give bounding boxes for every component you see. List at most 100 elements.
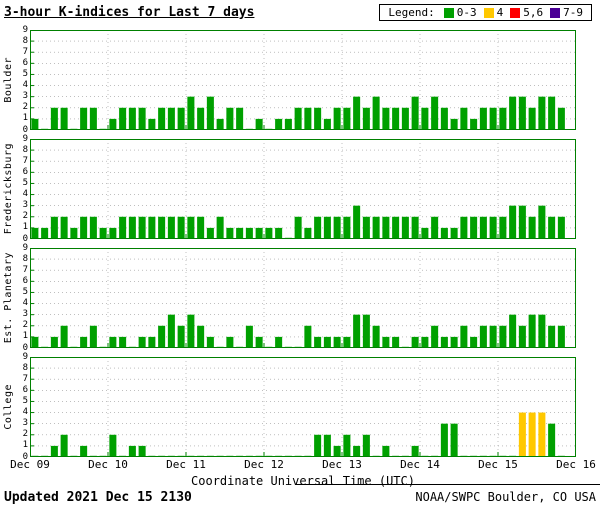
k-bar <box>323 216 331 239</box>
k-bar <box>518 412 526 457</box>
y-tick-label: 1 <box>22 440 28 451</box>
k-bar <box>314 336 322 348</box>
k-bar <box>236 227 244 239</box>
k-bar <box>470 216 478 239</box>
k-bar <box>158 216 166 239</box>
station-label: Est. Planetary <box>2 252 14 344</box>
k-bar <box>343 336 351 348</box>
y-tick-label: 9 <box>22 24 28 35</box>
k-bar <box>119 336 127 348</box>
y-tick-label: 6 <box>22 275 28 286</box>
plot-frame <box>30 30 576 130</box>
y-tick-label: 6 <box>22 384 28 395</box>
k-bar <box>548 96 556 130</box>
k-bar <box>382 216 390 239</box>
k-bar <box>372 325 380 348</box>
y-tick-label: 5 <box>22 286 28 297</box>
legend-item: 7-9 <box>550 7 583 18</box>
k-bar <box>460 325 468 348</box>
y-tick-label: 5 <box>22 68 28 79</box>
k-bar <box>167 107 175 130</box>
k-bar <box>411 445 419 457</box>
x-tick-label: Dec 13 <box>322 458 362 471</box>
k-bar <box>479 325 487 348</box>
k-bar <box>275 118 283 130</box>
k-bar <box>50 216 58 239</box>
k-bar <box>109 118 117 130</box>
k-bar <box>138 107 146 130</box>
legend-swatch <box>483 7 494 18</box>
k-bar <box>314 107 322 130</box>
k-bar <box>60 216 68 239</box>
k-bar <box>548 216 556 239</box>
k-bar <box>470 336 478 348</box>
y-tick-label: 8 <box>22 35 28 46</box>
x-tick-label: Dec 10 <box>88 458 128 471</box>
k-bar <box>255 227 263 239</box>
k-bar <box>499 216 507 239</box>
k-bar <box>538 412 546 457</box>
k-bar <box>431 216 439 239</box>
plot-frame <box>30 248 576 348</box>
y-tick-label: 9 <box>22 242 28 253</box>
k-bar <box>323 336 331 348</box>
k-bar <box>265 227 273 239</box>
k-bar <box>314 434 322 457</box>
k-bar <box>158 325 166 348</box>
k-bar <box>226 107 234 130</box>
k-bar <box>499 325 507 348</box>
k-bar <box>538 314 546 348</box>
k-bar <box>187 96 195 130</box>
k-bar <box>216 118 224 130</box>
k-bar <box>31 227 39 239</box>
k-bar <box>548 325 556 348</box>
k-bar <box>479 216 487 239</box>
station-label: Fredericksburg <box>2 143 14 235</box>
k-bar <box>509 314 517 348</box>
k-bar <box>206 227 214 239</box>
y-tick-label: 8 <box>22 144 28 155</box>
k-bar <box>401 107 409 130</box>
k-bar <box>50 107 58 130</box>
k-bar <box>284 118 292 130</box>
y-tick-label: 2 <box>22 102 28 113</box>
k-bar <box>362 107 370 130</box>
legend-item: 0-3 <box>443 7 477 18</box>
k-bar <box>372 216 380 239</box>
x-tick-label: Dec 14 <box>400 458 440 471</box>
source-text: NOAA/SWPC Boulder, CO USA <box>415 490 596 504</box>
k-bar <box>421 227 429 239</box>
y-tick-label: 7 <box>22 155 28 166</box>
k-bar <box>372 96 380 130</box>
station-label: Boulder <box>2 57 14 103</box>
plot-area <box>30 248 576 348</box>
y-tick-label: 4 <box>22 298 28 309</box>
k-bar <box>197 325 205 348</box>
k-bar <box>275 336 283 348</box>
k-bar <box>411 96 419 130</box>
legend: Legend: 0-3 4 5,6 7-9 <box>379 4 592 21</box>
k-bar <box>353 205 361 239</box>
y-tick-label: 8 <box>22 253 28 264</box>
k-bar <box>343 107 351 130</box>
y-tick-label: 7 <box>22 373 28 384</box>
plot-frame <box>30 357 576 457</box>
k-index-plot <box>30 139 576 239</box>
legend-item: 4 <box>483 7 503 18</box>
k-bar <box>80 216 88 239</box>
k-bar <box>89 216 97 239</box>
k-bar <box>509 205 517 239</box>
k-bar <box>460 107 468 130</box>
k-bar <box>450 227 458 239</box>
k-bar <box>538 96 546 130</box>
legend-item-label: 7-9 <box>563 6 583 19</box>
legend-swatch <box>510 7 521 18</box>
updated-text: Updated 2021 Dec 15 2130 <box>4 490 192 505</box>
k-bar <box>128 445 136 457</box>
k-bar <box>489 107 497 130</box>
y-tick-label: 0 <box>22 233 28 244</box>
